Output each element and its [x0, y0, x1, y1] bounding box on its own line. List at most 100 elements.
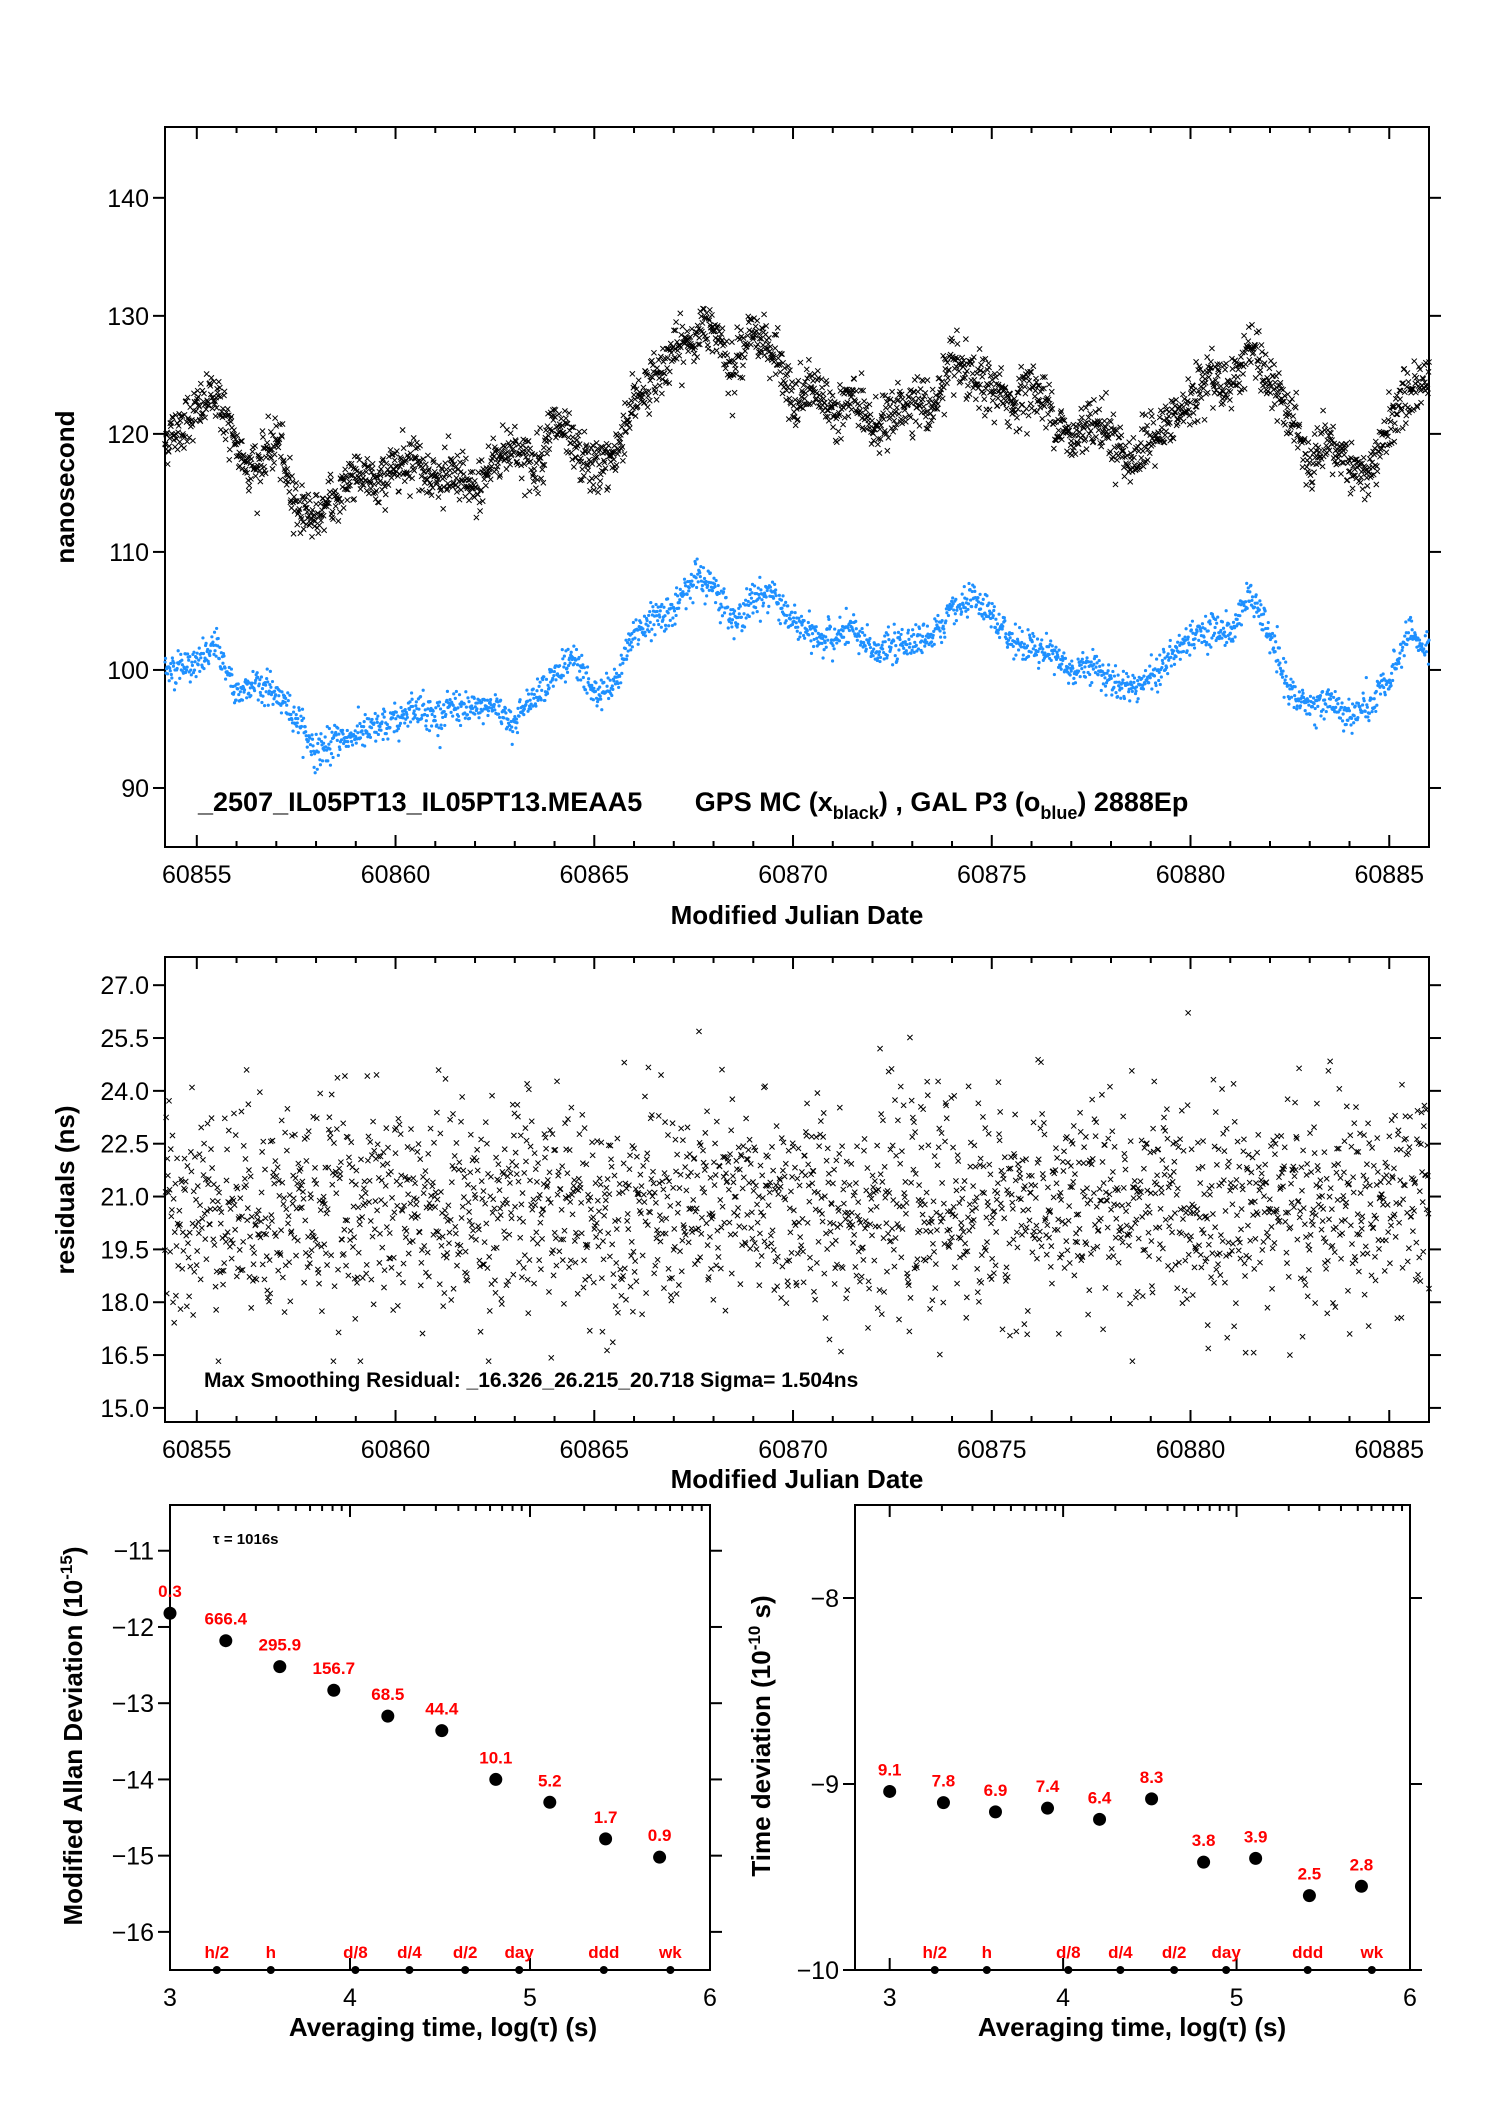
gal-point: [442, 709, 446, 714]
gal-point: [566, 647, 570, 651]
gal-point: [544, 677, 549, 681]
gps-point: [724, 352, 731, 359]
gps-point: [275, 444, 282, 451]
gps-point: [180, 433, 187, 439]
gps-point: [1204, 354, 1211, 361]
gal-point: [1220, 636, 1224, 640]
gal-point: [1245, 606, 1249, 611]
gal-point: [308, 736, 312, 740]
gal-point: [565, 666, 569, 670]
gal-point: [1025, 644, 1030, 648]
gal-point: [684, 607, 688, 611]
gal-point: [264, 690, 268, 694]
gal-point: [811, 644, 816, 649]
gal-point: [444, 712, 448, 717]
gal-point: [433, 719, 437, 723]
gal-point: [706, 583, 710, 588]
gps-point: [406, 441, 413, 447]
gps-point: [254, 510, 261, 517]
gps-point: [646, 411, 653, 417]
gal-point: [489, 698, 493, 702]
gal-point: [367, 717, 371, 721]
gal-point: [1362, 699, 1366, 703]
gal-point: [417, 707, 421, 711]
gal-point: [976, 596, 980, 600]
gps-point: [851, 375, 858, 382]
gps-point: [912, 418, 919, 425]
gps-point: [829, 392, 836, 399]
gal-point: [922, 622, 926, 626]
gal-point: [260, 686, 265, 691]
gal-point: [284, 696, 288, 700]
gal-point: [333, 723, 337, 727]
gal-point: [868, 636, 872, 641]
gal-point: [937, 626, 941, 630]
gal-point: [1130, 689, 1134, 694]
gal-point: [383, 709, 387, 714]
gal-point: [790, 622, 795, 627]
gal-point: [1033, 644, 1037, 648]
gal-point: [1174, 655, 1178, 659]
gal-point: [1338, 716, 1343, 720]
gal-point: [1427, 638, 1431, 642]
gal-point: [296, 717, 300, 721]
gps-point: [181, 445, 187, 451]
gal-point: [234, 698, 238, 702]
gps-point: [1039, 415, 1046, 422]
gal-point: [288, 693, 292, 697]
gps-point: [184, 394, 191, 401]
gps-point: [1294, 444, 1301, 451]
gal-point: [793, 610, 797, 615]
gal-point: [664, 627, 668, 631]
gal-point: [1116, 695, 1120, 699]
gal-point: [746, 599, 750, 604]
gps-point: [531, 451, 538, 458]
gal-point: [1008, 636, 1012, 640]
gal-point: [894, 644, 898, 648]
gal-point: [809, 639, 813, 643]
gal-point: [1387, 678, 1392, 682]
gps-point: [1257, 367, 1264, 374]
gps-point: [467, 476, 474, 483]
gal-point: [1072, 676, 1076, 680]
gal-point: [318, 763, 323, 767]
gal-point: [1083, 675, 1088, 679]
gal-point: [334, 730, 338, 735]
gps-point: [289, 473, 295, 480]
gal-point: [768, 585, 772, 589]
gal-point: [1225, 640, 1229, 645]
gps-point: [252, 473, 259, 480]
gal-point: [674, 613, 678, 618]
gal-point: [631, 620, 636, 625]
x-tick-label: 60855: [162, 861, 232, 889]
gal-point: [242, 688, 247, 692]
gal-point: [670, 602, 674, 607]
gal-point: [940, 619, 944, 623]
gal-point: [277, 694, 281, 698]
gal-point: [660, 602, 664, 607]
gal-point: [569, 650, 573, 654]
gal-point: [552, 673, 556, 678]
gps-point: [279, 433, 285, 440]
gps-point: [332, 503, 339, 510]
gal-point: [1297, 690, 1301, 694]
gps-point: [177, 413, 184, 420]
gal-point: [1266, 626, 1270, 631]
gal-point: [453, 696, 457, 700]
gal-point: [991, 614, 995, 618]
gal-point: [204, 641, 208, 645]
gal-point: [560, 648, 564, 652]
gps-point: [321, 503, 328, 510]
gal-point: [1101, 663, 1105, 667]
gal-point: [466, 696, 470, 700]
gps-point: [732, 365, 739, 372]
gps-point: [1240, 370, 1246, 377]
gal-point: [972, 585, 976, 589]
gal-point: [398, 721, 403, 725]
gal-point: [886, 633, 890, 637]
gal-point: [1340, 701, 1344, 705]
gps-point: [1255, 328, 1262, 335]
gal-point: [1250, 598, 1254, 603]
gps-point: [1141, 443, 1148, 450]
gps-point: [164, 461, 171, 468]
